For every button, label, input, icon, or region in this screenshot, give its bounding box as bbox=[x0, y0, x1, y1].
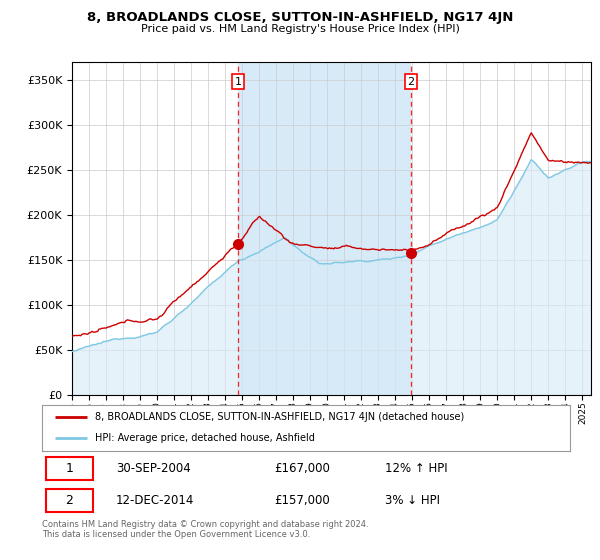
Text: 12-DEC-2014: 12-DEC-2014 bbox=[116, 493, 194, 507]
Text: 8, BROADLANDS CLOSE, SUTTON-IN-ASHFIELD, NG17 4JN (detached house): 8, BROADLANDS CLOSE, SUTTON-IN-ASHFIELD,… bbox=[95, 412, 464, 422]
Text: 30-SEP-2004: 30-SEP-2004 bbox=[116, 462, 191, 475]
FancyBboxPatch shape bbox=[46, 488, 92, 512]
Text: £167,000: £167,000 bbox=[274, 462, 330, 475]
Text: 1: 1 bbox=[65, 462, 73, 475]
Text: Price paid vs. HM Land Registry's House Price Index (HPI): Price paid vs. HM Land Registry's House … bbox=[140, 24, 460, 34]
Text: HPI: Average price, detached house, Ashfield: HPI: Average price, detached house, Ashf… bbox=[95, 433, 314, 444]
Text: 1: 1 bbox=[235, 77, 241, 87]
Text: 2: 2 bbox=[407, 77, 415, 87]
Text: £157,000: £157,000 bbox=[274, 493, 330, 507]
FancyBboxPatch shape bbox=[46, 457, 92, 480]
Text: Contains HM Land Registry data © Crown copyright and database right 2024.
This d: Contains HM Land Registry data © Crown c… bbox=[42, 520, 368, 539]
Text: 12% ↑ HPI: 12% ↑ HPI bbox=[385, 462, 448, 475]
Text: 2: 2 bbox=[65, 493, 73, 507]
Text: 8, BROADLANDS CLOSE, SUTTON-IN-ASHFIELD, NG17 4JN: 8, BROADLANDS CLOSE, SUTTON-IN-ASHFIELD,… bbox=[87, 11, 513, 24]
Text: 3% ↓ HPI: 3% ↓ HPI bbox=[385, 493, 440, 507]
